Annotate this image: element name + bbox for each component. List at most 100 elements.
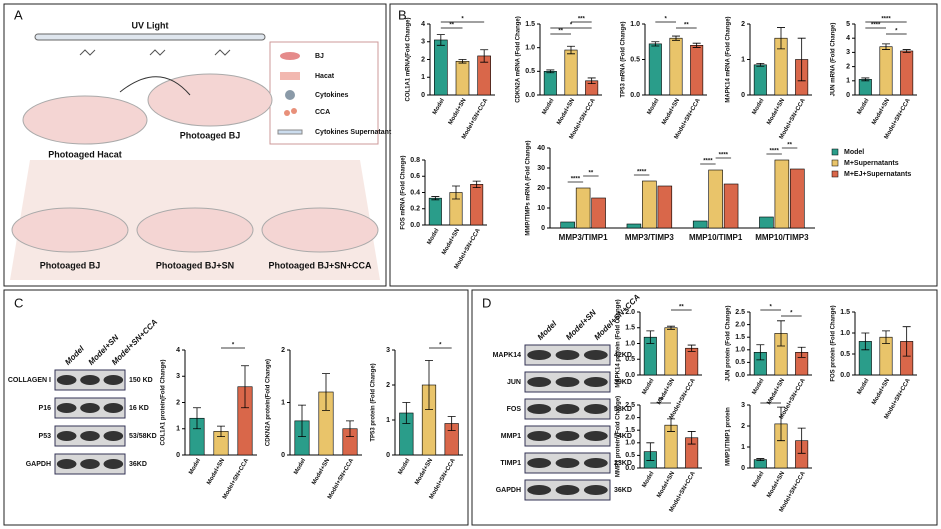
x-tick-label: Model	[293, 458, 307, 476]
x-tick-label: Model+SN	[448, 98, 468, 126]
dish-label: Photoaged BJ+SN	[156, 260, 234, 270]
significance-label: ****	[571, 177, 581, 183]
band	[527, 431, 552, 441]
x-tick-label: Model+SN	[441, 228, 461, 256]
row-label: FOS	[507, 406, 522, 413]
x-tick-label: Model+SN	[556, 98, 576, 126]
bar	[900, 50, 914, 96]
y-tick-label: 2.0	[625, 309, 635, 316]
panel-letter: C	[14, 295, 23, 310]
dish-label: Photoaged BJ+SN+CCA	[268, 260, 372, 270]
error-bar	[882, 43, 890, 50]
significance-label: **	[679, 305, 684, 311]
y-axis-label: MMP1 protein (Fold Change)	[616, 396, 622, 477]
y-tick-label: 2.5	[735, 309, 745, 316]
error-bar	[882, 330, 890, 344]
error-bar	[646, 442, 655, 461]
size-label: 53/58KD	[129, 433, 157, 440]
band	[527, 485, 552, 495]
significance-label: *	[769, 398, 772, 404]
x-tick-label: Model	[647, 98, 661, 116]
legend-swatch	[831, 159, 839, 167]
legend-label: BJ	[315, 53, 324, 60]
y-tick-label: 0	[281, 452, 285, 459]
y-tick-label: 0.0	[840, 372, 850, 379]
significance-label: *	[769, 305, 772, 311]
x-tick-label: Model+SN	[311, 458, 331, 486]
y-tick-label: 1.0	[840, 330, 850, 337]
y-tick-label: 0.4	[410, 189, 420, 196]
y-tick-label: 0	[741, 92, 745, 99]
error-bar	[217, 425, 225, 438]
bar	[642, 180, 657, 229]
y-axis-label: FOS protein (Fold Change)	[831, 305, 837, 381]
x-tick-label: Model	[642, 471, 656, 489]
error-bar	[447, 416, 456, 431]
band	[583, 377, 608, 387]
bar	[657, 185, 673, 229]
bar	[543, 71, 557, 96]
significance-label: ****	[871, 23, 881, 29]
y-tick-label: 1.5	[625, 427, 635, 434]
error-bar	[402, 402, 411, 424]
panel-a-illustration: UV Light BJ Hacat Cytokines CCA Cytokine…	[10, 20, 392, 280]
y-tick-label: 1	[176, 426, 180, 433]
y-tick-label: 0	[541, 225, 545, 232]
error-bar	[322, 373, 330, 411]
significance-label: *	[439, 343, 442, 349]
size-label: 42KD	[614, 352, 632, 359]
y-tick-label: 2	[386, 382, 390, 389]
y-tick-label: 1.5	[625, 325, 635, 332]
band	[583, 458, 608, 468]
row-label: JUN	[507, 379, 521, 386]
y-axis-label: MMP1/TIMP1 protein	[726, 407, 732, 466]
x-tick-label: MMP10/TIMP1	[689, 233, 743, 242]
y-tick-label: 1.0	[525, 45, 535, 52]
y-tick-label: 0	[386, 452, 390, 459]
error-bar	[667, 418, 675, 432]
band	[103, 375, 124, 385]
x-tick-label: MMP10/TIMP3	[755, 233, 809, 242]
x-tick-label: Model	[752, 98, 766, 116]
dish-label: Photoaged Hacat	[48, 149, 122, 159]
error-bar	[672, 35, 680, 41]
bar	[575, 187, 591, 229]
icon-syringe	[277, 129, 303, 135]
legend-label: Cytokines Supernatant	[315, 129, 392, 136]
row-label: TIMP1	[500, 460, 521, 467]
y-tick-label: 1	[741, 56, 745, 63]
legend-label: Model	[844, 149, 864, 156]
error-bar	[646, 330, 655, 344]
x-tick-label: Model	[857, 98, 871, 116]
error-bar	[902, 326, 911, 357]
bar	[564, 49, 578, 96]
y-tick-label: 1	[386, 417, 390, 424]
significance-label: ****	[881, 17, 891, 23]
x-tick-label: Model+SN	[656, 471, 676, 499]
error-bar	[298, 404, 306, 438]
band	[555, 485, 580, 495]
x-tick-label: Model	[752, 471, 766, 489]
uv-lamp	[34, 33, 266, 41]
y-tick-label: 0.0	[410, 222, 420, 229]
icon-cca	[291, 108, 297, 114]
bar	[455, 60, 470, 96]
bar	[774, 159, 790, 229]
error-bar	[458, 59, 467, 64]
error-bar	[797, 37, 806, 82]
arrow	[119, 76, 191, 96]
bar	[648, 43, 662, 96]
lane-label: Model	[536, 319, 559, 342]
band	[103, 431, 124, 441]
band	[583, 350, 608, 360]
legend-label: CCA	[315, 109, 330, 116]
row-label: P53	[39, 433, 52, 440]
significance-label: ****	[703, 159, 713, 165]
significance-label: ***	[578, 17, 586, 23]
band	[56, 403, 77, 413]
x-tick-label: MMP3/TIMP1	[559, 233, 608, 242]
error-bar	[431, 196, 440, 201]
error-bar	[546, 69, 555, 74]
x-tick-label: Model	[432, 98, 446, 116]
